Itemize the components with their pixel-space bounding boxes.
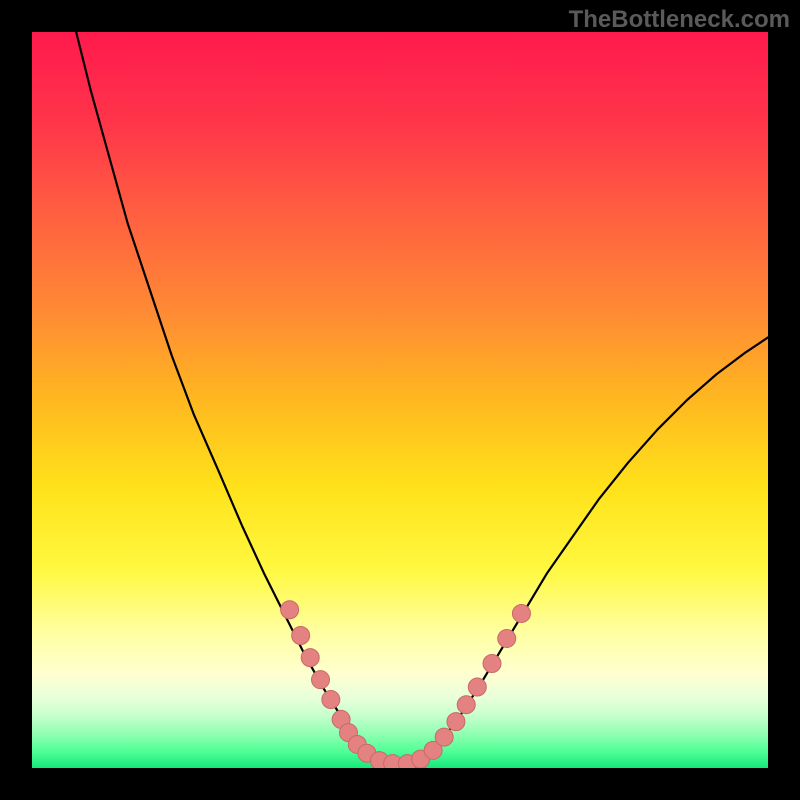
marker-point <box>435 728 453 746</box>
chart-root: TheBottleneck.com <box>0 0 800 800</box>
gradient-background <box>32 32 768 768</box>
marker-point <box>457 696 475 714</box>
marker-point <box>281 601 299 619</box>
marker-point <box>468 678 486 696</box>
marker-point <box>322 691 340 709</box>
marker-point <box>447 713 465 731</box>
marker-point <box>301 649 319 667</box>
marker-point <box>312 671 330 689</box>
marker-point <box>498 629 516 647</box>
chart-svg <box>0 0 800 800</box>
marker-point <box>512 604 530 622</box>
watermark-text: TheBottleneck.com <box>569 6 790 34</box>
marker-point <box>483 654 501 672</box>
marker-point <box>292 627 310 645</box>
